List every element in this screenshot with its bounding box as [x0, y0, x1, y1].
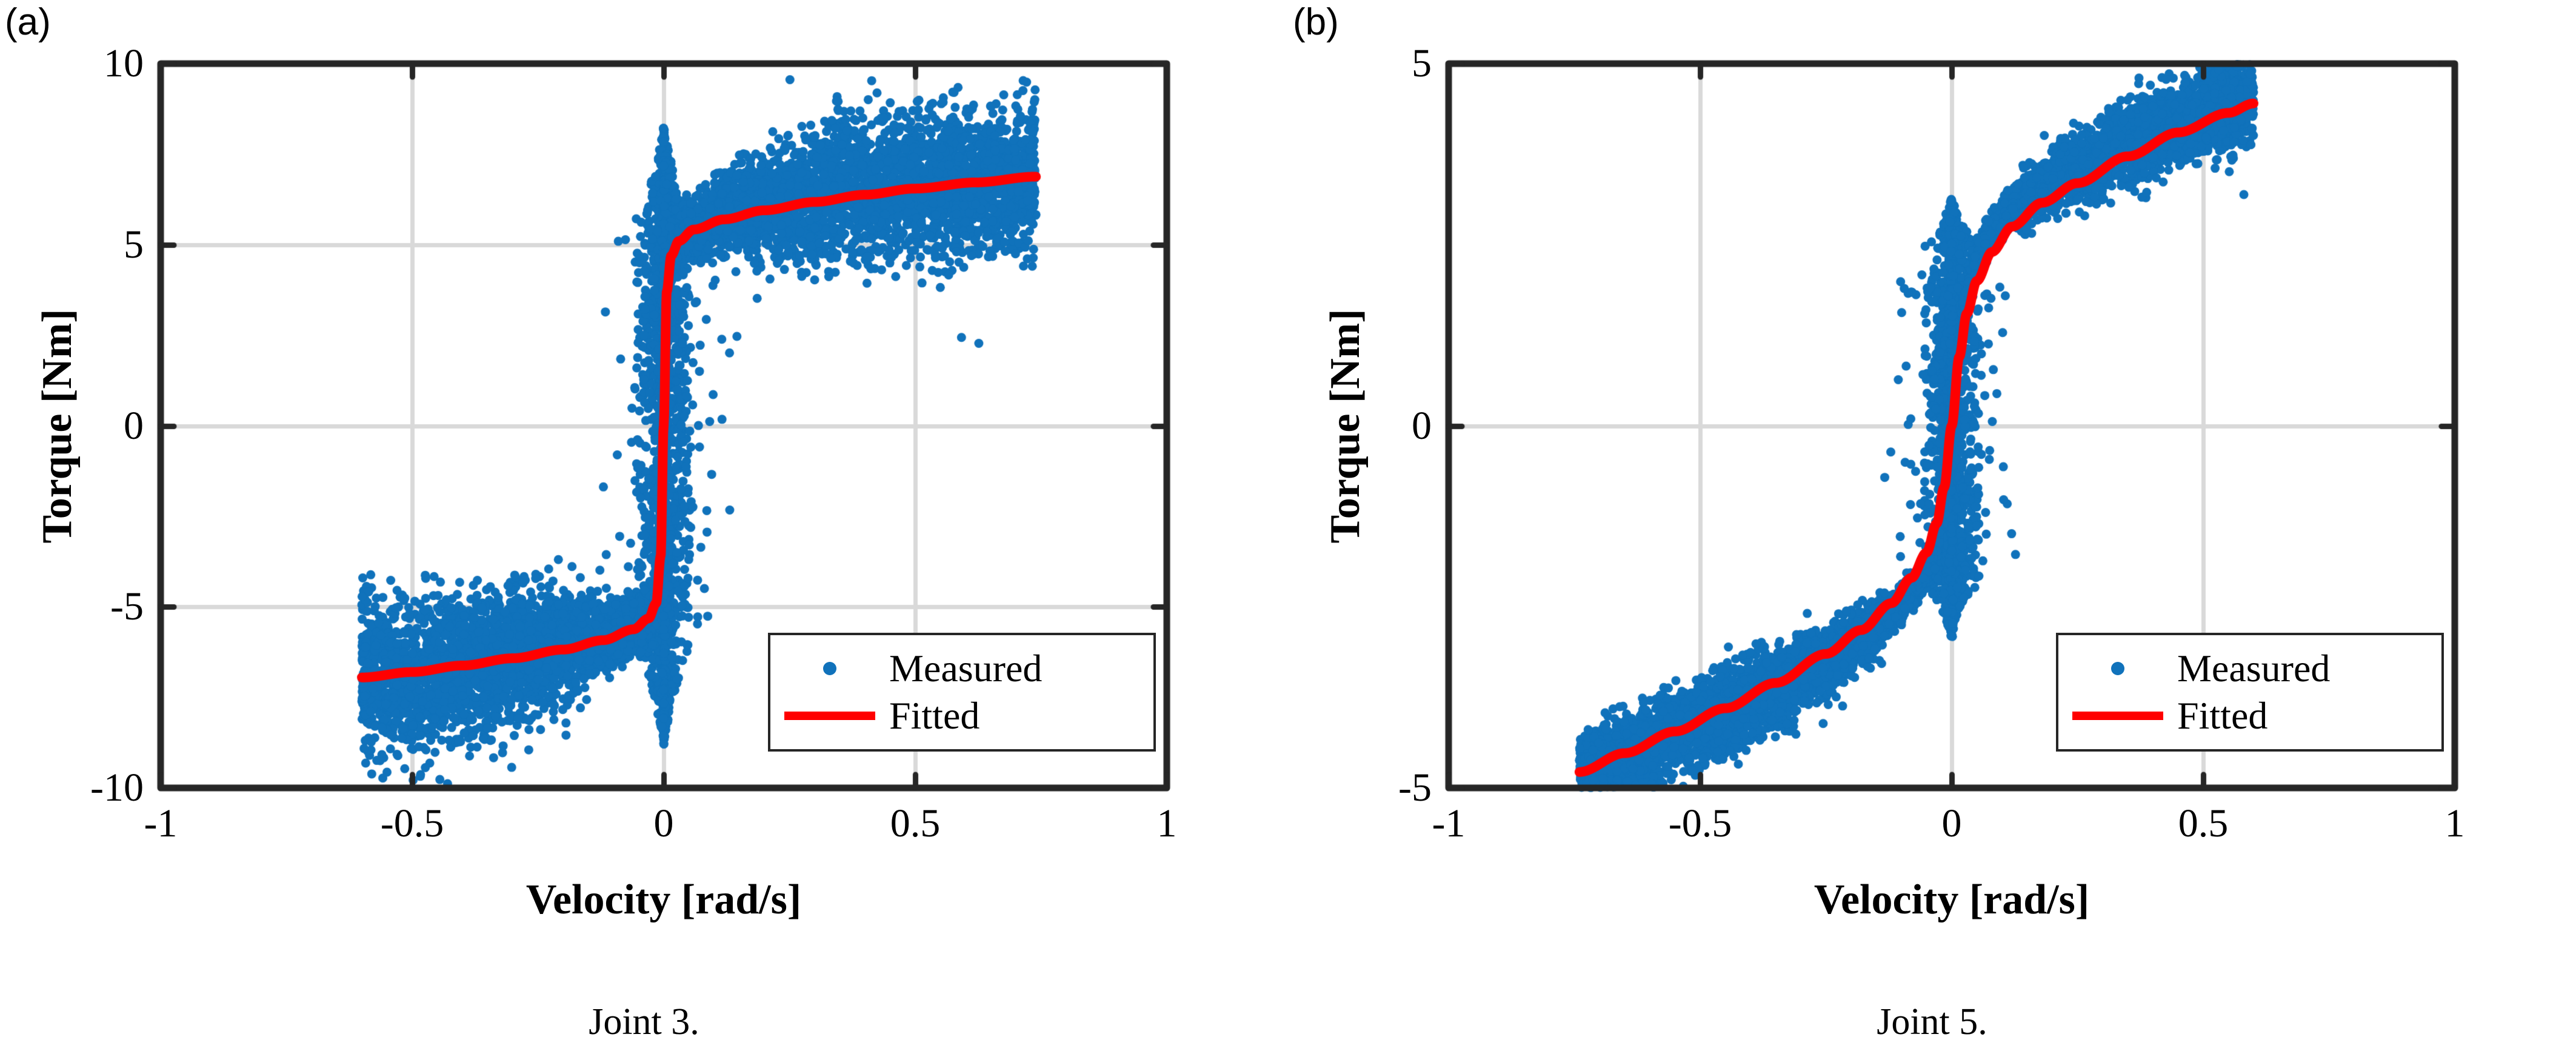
- x-axis-title-joint-3: Velocity [rad/s]: [526, 876, 802, 923]
- measured-marker-icon: [2058, 662, 2177, 675]
- y-tick-label: -5: [110, 584, 144, 629]
- plot-area-joint-3: 10 5 0 -5 -10 -1 -0.5 0 0.5 1 Velocity [rad/s] To…: [0, 0, 1288, 1054]
- legend-label-fitted: Fitted: [889, 694, 980, 737]
- y-axis-title-joint-5: Torque [Nm]: [1322, 309, 1369, 543]
- legend-item-measured: Measured: [770, 645, 1153, 692]
- y-tick-label: 5: [1412, 41, 1432, 85]
- x-tick-label: 0.5: [890, 801, 941, 846]
- plot-area-joint-5: 5 0 -5 -1 -0.5 0 0.5 1 Velocity [rad/s] Torque …: [1288, 0, 2576, 1054]
- caption-joint-3: Joint 3.: [589, 1001, 699, 1042]
- legend-label-measured: Measured: [2177, 647, 2331, 690]
- x-tick-label: 1: [2444, 801, 2465, 846]
- measured-marker-icon: [770, 662, 889, 675]
- x-tick-label: -0.5: [1668, 801, 1732, 846]
- y-tick-label: 0: [124, 403, 144, 448]
- legend-label-fitted: Fitted: [2177, 694, 2268, 737]
- x-axis-title-joint-5: Velocity [rad/s]: [1814, 876, 2090, 923]
- legend-item-fitted: Fitted: [770, 692, 1153, 739]
- chart-canvas-joint-5: [1288, 0, 2576, 1054]
- legend-joint-5: Measured Fitted: [2056, 633, 2444, 752]
- chart-canvas-joint-3: [0, 0, 1288, 1054]
- legend-item-measured: Measured: [2058, 645, 2441, 692]
- x-tick-label: 1: [1156, 801, 1177, 846]
- legend-item-fitted: Fitted: [2058, 692, 2441, 739]
- x-tick-label: -1: [1432, 801, 1466, 846]
- y-tick-label: 5: [124, 222, 144, 267]
- y-axis-title-joint-3: Torque [Nm]: [34, 309, 81, 543]
- x-tick-label: 0.5: [2178, 801, 2229, 846]
- x-tick-label: 0: [653, 801, 674, 846]
- y-tick-label: -5: [1398, 765, 1432, 810]
- panel-joint-5: (b) 50-5-1-0.500.51 Velocity [rad/s] Tor…: [1288, 0, 2576, 1054]
- y-tick-label: 0: [1412, 403, 1432, 448]
- y-tick-label: -10: [90, 765, 144, 810]
- fitted-line-icon: [770, 712, 889, 720]
- x-tick-label: 0: [1941, 801, 1962, 846]
- legend-label-measured: Measured: [889, 647, 1043, 690]
- x-tick-label: -1: [144, 801, 178, 846]
- caption-joint-5: Joint 5.: [1877, 1001, 1987, 1042]
- x-tick-label: -0.5: [380, 801, 444, 846]
- legend-joint-3: Measured Fitted: [768, 633, 1156, 752]
- y-tick-label: 10: [104, 41, 144, 85]
- fitted-line-icon: [2058, 712, 2177, 720]
